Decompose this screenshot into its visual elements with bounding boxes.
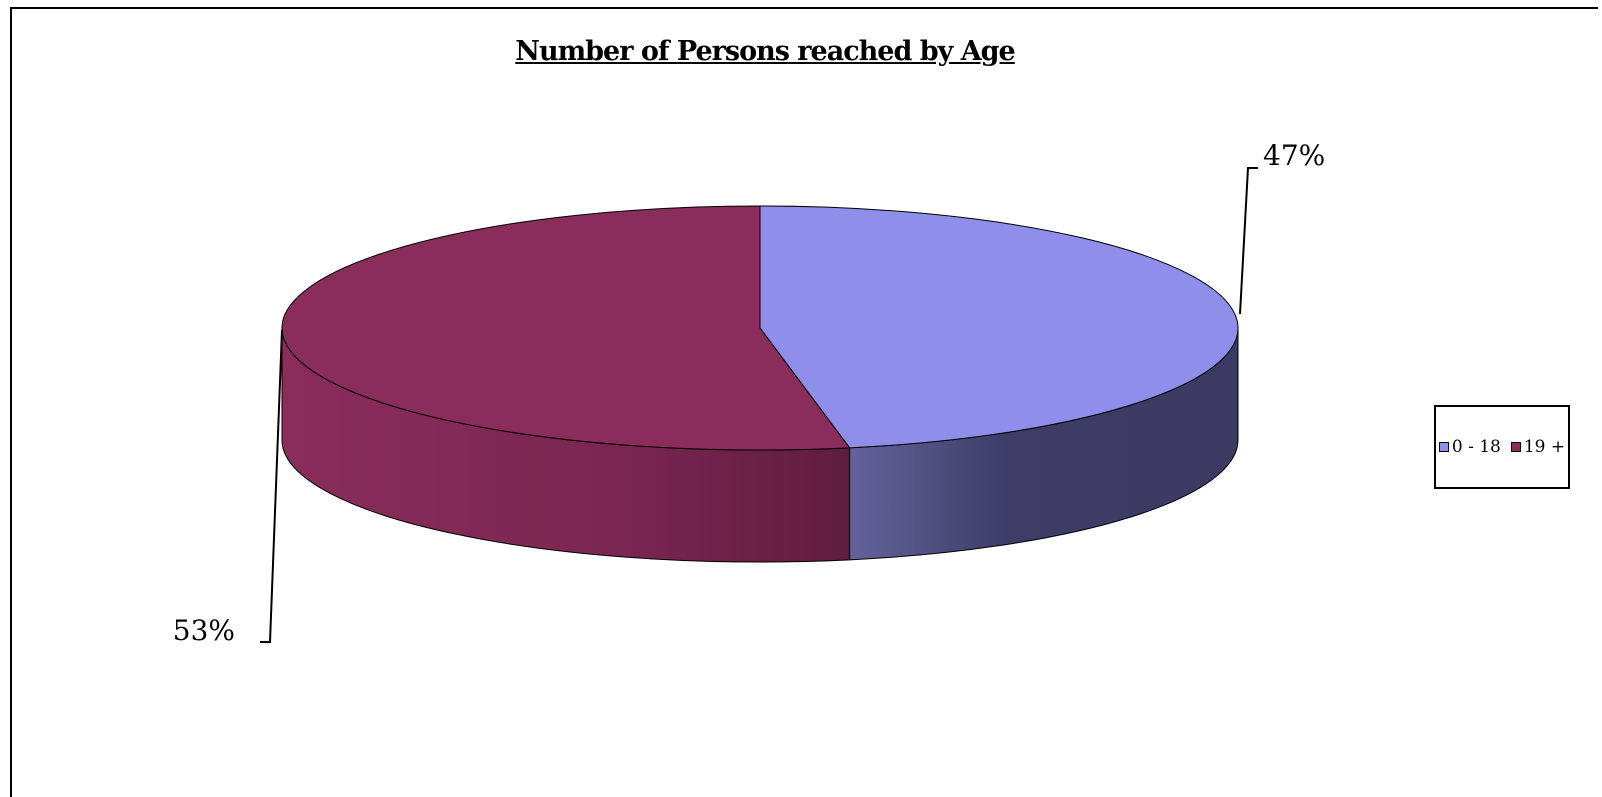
legend-entry-19-plus: 19 + xyxy=(1510,437,1566,457)
legend: 0 - 18 19 + xyxy=(1434,405,1570,489)
legend-label-0-18: 0 - 18 xyxy=(1451,437,1501,457)
data-label-0-18: 47% xyxy=(1263,139,1325,172)
pie-slice-0-18 xyxy=(759,205,1239,449)
legend-swatch-19-plus xyxy=(1510,442,1521,452)
legend-entry-0-18: 0 - 18 xyxy=(1438,437,1501,457)
legend-label-19-plus: 19 + xyxy=(1523,437,1566,457)
pie-slice-19-plus xyxy=(281,205,851,451)
leader-line-0-18 xyxy=(1239,167,1258,315)
data-label-19-plus: 53% xyxy=(173,614,235,647)
legend-swatch-0-18 xyxy=(1438,442,1449,452)
leader-line-19-plus xyxy=(260,329,283,643)
chart-title: Number of Persons reached by Age xyxy=(515,36,1015,67)
